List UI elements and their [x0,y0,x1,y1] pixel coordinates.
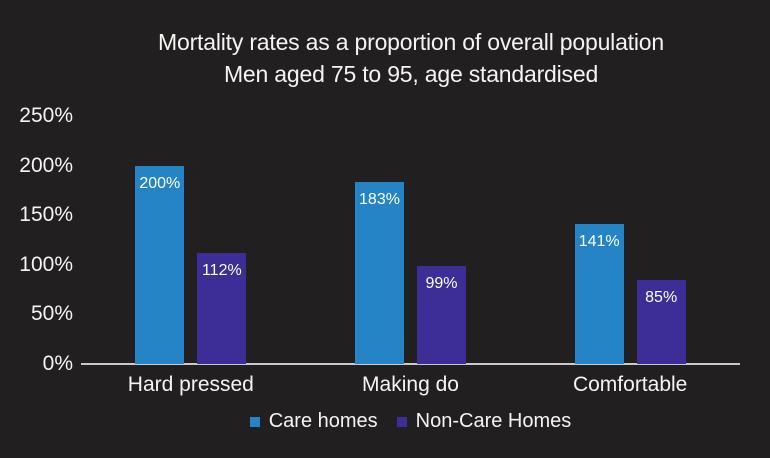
bar-value-label: 99% [425,274,458,292]
chart-title: Mortality rates as a proportion of overa… [52,26,770,90]
legend-item: Care homes [249,410,378,433]
chart-title-line1: Mortality rates as a proportion of overa… [158,29,664,55]
category-label: Hard pressed [127,373,254,396]
bar-non-care-homes: 99% [417,265,466,364]
bar-care-homes: 200% [135,165,185,364]
plot-area: 0% 50% 100% 150% 200% 250% 200% 112% Hard presse… [19,104,740,396]
bar-group: 200% 112% [135,165,247,364]
chart-title-line2: Men aged 75 to 95, age standardised [223,61,599,87]
bar-non-care-homes: 85% [636,279,686,364]
bar-value-label: 200% [139,174,181,192]
y-axis-tick-label: 50% [30,302,73,326]
legend-item-label: Non-Care Homes [415,410,572,432]
legend-swatch [249,416,260,427]
category-label: Making do [362,373,459,396]
bar-care-homes: 141% [574,224,624,364]
bar-group: 183% 99% [355,182,466,364]
legend-item-label: Care homes [268,410,378,432]
bar-value-label: 112% [201,261,242,279]
legend-item: Non-Care Homes [396,410,572,433]
y-axis-tick-label: 200% [19,153,73,177]
bar-value-label: 183% [359,191,400,209]
x-axis-line [81,363,740,365]
bar-group: 141% 85% [574,224,686,364]
category-label: Comfortable [572,373,688,396]
y-axis-tick-label: 150% [19,203,73,227]
chart-legend: Care homes Non-Care Homes [81,410,740,433]
bar-value-label: 85% [645,288,678,306]
y-axis-tick-label: 100% [19,252,73,276]
bar-care-homes: 183% [355,182,404,364]
bar-value-label: 141% [578,233,620,251]
bar-non-care-homes: 112% [197,252,247,364]
y-axis-tick-label: 250% [19,104,73,127]
legend-swatch [396,416,407,427]
y-axis-tick-label: 0% [42,352,73,375]
